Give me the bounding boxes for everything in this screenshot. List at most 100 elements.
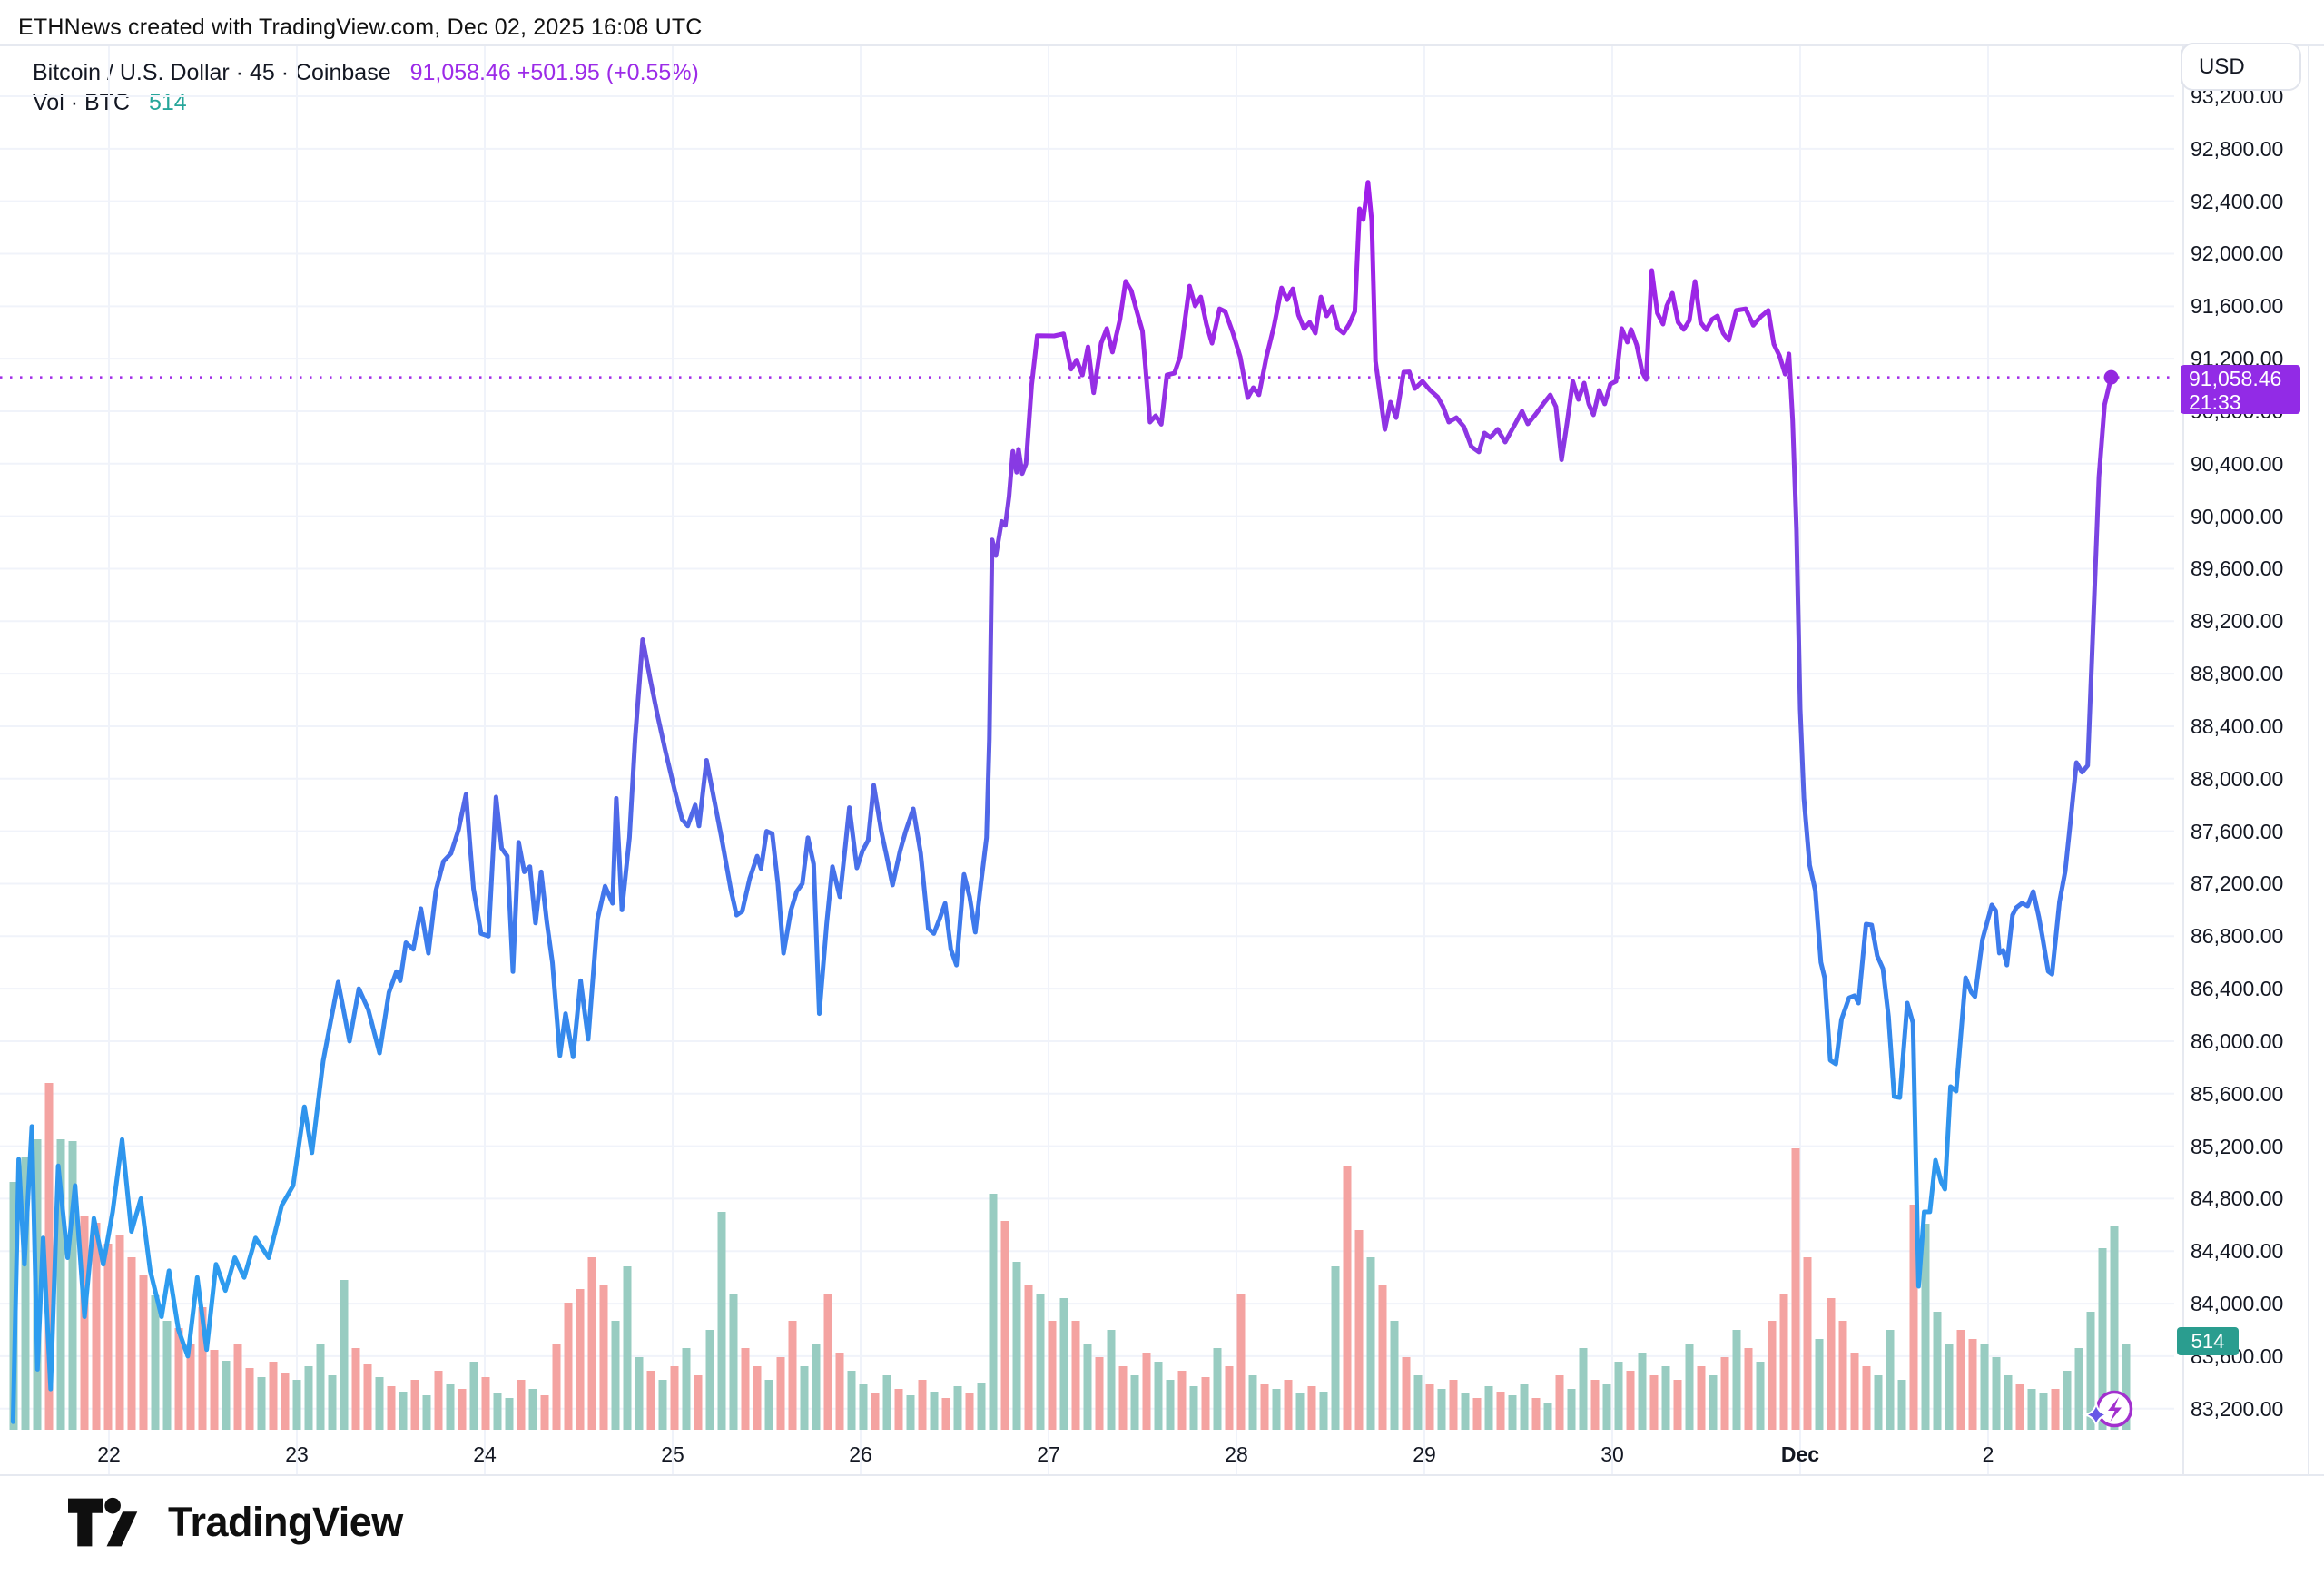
time-axis-label: 29 <box>1413 1442 1436 1466</box>
volume-bar <box>1992 1357 2001 1430</box>
volume-bar <box>1744 1348 1753 1430</box>
legend-change: +501.95 (+0.55%) <box>517 60 699 85</box>
volume-bar <box>1543 1403 1552 1430</box>
volume-bar <box>1437 1389 1446 1430</box>
volume-bar <box>1425 1384 1434 1430</box>
volume-bar <box>1225 1366 1234 1430</box>
volume-bar <box>635 1357 644 1430</box>
price-axis-label: 84,400.00 <box>2191 1239 2284 1264</box>
volume-bar <box>1177 1371 1187 1430</box>
volume-bar <box>304 1366 313 1430</box>
volume-bar <box>269 1362 278 1430</box>
volume-bar <box>1012 1262 1021 1430</box>
volume-bar <box>729 1294 738 1430</box>
price-axis-label: 86,800.00 <box>2191 924 2284 949</box>
volume-bar <box>351 1348 360 1430</box>
volume-bar <box>741 1348 750 1430</box>
volume-bar <box>989 1194 998 1430</box>
time-axis-label: 24 <box>473 1442 497 1466</box>
volume-bar <box>670 1366 679 1430</box>
volume-bar <box>1815 1339 1824 1430</box>
volume-bar <box>198 1307 207 1430</box>
boost-lightning-icon[interactable] <box>2082 1390 2133 1430</box>
tradingview-logo-icon <box>68 1497 138 1547</box>
volume-bar <box>859 1384 868 1430</box>
volume-label[interactable]: Vol · BTC <box>33 90 130 115</box>
price-axis-label: 92,400.00 <box>2191 189 2284 213</box>
volume-bar <box>1484 1386 1493 1430</box>
volume-bar <box>1236 1294 1246 1430</box>
volume-bar <box>1555 1375 1564 1430</box>
volume-bar <box>375 1377 384 1430</box>
volume-bar <box>1248 1375 1257 1430</box>
volume-bar <box>1756 1362 1765 1430</box>
volume-bar <box>812 1344 821 1430</box>
tradingview-attribution[interactable]: TradingView <box>68 1493 403 1551</box>
volume-bar <box>1638 1353 1647 1430</box>
currency-toggle-button[interactable]: USD <box>2181 43 2301 91</box>
price-axis-label: 89,200.00 <box>2191 609 2284 634</box>
price-axis-label: 90,400.00 <box>2191 451 2284 476</box>
price-line <box>10 180 2114 1424</box>
volume-bar <box>753 1366 762 1430</box>
tradingview-wordmark: TradingView <box>168 1499 403 1545</box>
volume-bar <box>1980 1344 1989 1430</box>
volume-bar <box>576 1289 585 1430</box>
volume-bar <box>1508 1395 1517 1430</box>
volume-bar <box>2110 1226 2119 1430</box>
last-price-badge: 91,058.46 21:33 <box>2181 365 2300 414</box>
volume-bar <box>682 1348 691 1430</box>
volume-bar <box>2098 1248 2107 1430</box>
volume-bar <box>646 1371 655 1430</box>
price-axis-label: 89,600.00 <box>2191 556 2284 581</box>
volume-bar <box>1284 1380 1293 1430</box>
volume-bar <box>469 1362 478 1430</box>
volume-bar <box>1933 1312 1942 1430</box>
volume-bar <box>930 1392 939 1430</box>
price-axis-label: 92,800.00 <box>2191 136 2284 161</box>
price-axis-label: 87,600.00 <box>2191 819 2284 843</box>
volume-bar <box>847 1371 856 1430</box>
volume-bar <box>564 1303 573 1430</box>
volume-bar <box>328 1375 337 1430</box>
volume-bar <box>80 1216 89 1430</box>
volume-bar <box>44 1083 54 1430</box>
volume-bar <box>127 1257 136 1430</box>
volume-bar <box>1709 1375 1718 1430</box>
volume-bar <box>2086 1312 2095 1430</box>
volume-bar <box>977 1383 986 1430</box>
price-axis-label: 88,000.00 <box>2191 766 2284 791</box>
volume-bar <box>906 1395 915 1430</box>
volume-bar <box>823 1294 832 1430</box>
volume-bar <box>481 1377 490 1430</box>
volume-bar <box>316 1344 325 1430</box>
volume-bar <box>623 1266 632 1430</box>
volume-bar <box>587 1257 596 1430</box>
volume-bar <box>56 1139 65 1430</box>
volume-bar <box>540 1395 549 1430</box>
volume-bar <box>1048 1321 1057 1430</box>
volume-bar <box>694 1375 703 1430</box>
volume-bar <box>1850 1353 1859 1430</box>
volume-bar <box>399 1392 408 1430</box>
volume-bar <box>1472 1398 1482 1430</box>
symbol-title[interactable]: Bitcoin / U.S. Dollar · 45 · Coinbase <box>33 60 391 85</box>
volume-bar <box>1602 1384 1611 1430</box>
volume-bar <box>458 1389 467 1430</box>
price-axis-label: 87,200.00 <box>2191 871 2284 896</box>
volume-bar <box>599 1285 608 1430</box>
price-axis-label: 84,000.00 <box>2191 1292 2284 1316</box>
volume-bar <box>139 1275 148 1430</box>
last-price-dot <box>2103 369 2119 385</box>
volume-bar <box>552 1344 561 1430</box>
chart-legend: Bitcoin / U.S. Dollar · 45 · Coinbase 91… <box>33 58 699 118</box>
volume-bar <box>434 1371 443 1430</box>
volume-bar <box>2074 1348 2083 1430</box>
price-axis-label: 84,800.00 <box>2191 1186 2284 1211</box>
volume-bar <box>1661 1366 1670 1430</box>
price-axis-label: 91,600.00 <box>2191 294 2284 319</box>
volume-bar <box>245 1368 254 1430</box>
volume-bar <box>1154 1362 1163 1430</box>
volume-bar <box>1272 1389 1281 1430</box>
